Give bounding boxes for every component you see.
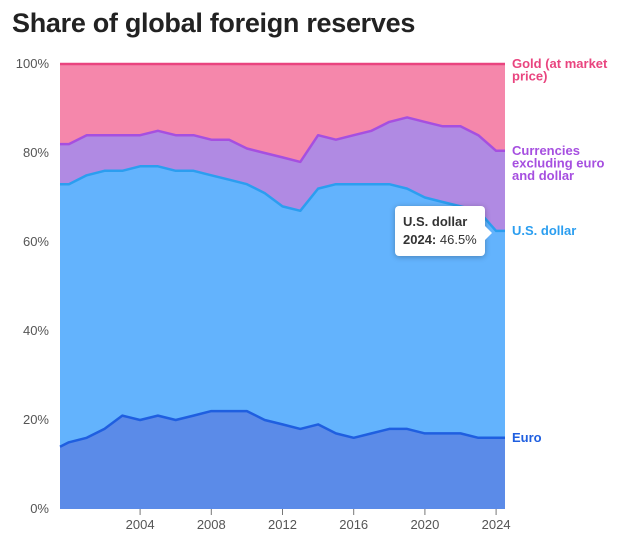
x-tick-label: 2024	[482, 517, 511, 532]
series-lines	[59, 62, 505, 448]
y-tick-label: 100%	[16, 56, 50, 71]
tooltip-series: U.S. dollar	[403, 214, 468, 229]
area-euro	[60, 411, 505, 509]
area-currencies-excluding-euro-and-dollar	[60, 117, 505, 231]
area-layers	[60, 64, 505, 509]
tooltip-value: 46.5%	[439, 232, 477, 247]
y-tick-label: 40%	[23, 323, 49, 338]
y-tick-label: 20%	[23, 412, 49, 427]
line-u-s-dollar	[60, 165, 505, 233]
tooltip-colon: :	[431, 232, 440, 247]
x-tick-label: 2012	[268, 517, 297, 532]
chart-title: Share of global foreign reserves	[12, 8, 416, 38]
tooltip-year: 2024	[403, 232, 432, 247]
x-tick-label: 2008	[197, 517, 226, 532]
area-u-s-dollar	[60, 166, 505, 447]
hover-tooltip: U.S. dollar 2024: 46.5%	[395, 206, 492, 256]
area-gold-at-market-price	[60, 64, 505, 162]
series-label: Gold (at market price)	[512, 56, 608, 84]
series-label: U.S. dollar	[512, 223, 576, 238]
series-label: Euro	[512, 430, 542, 445]
y-tick-label: 0%	[30, 501, 49, 516]
series-label: Currencies excluding euro and dollar	[512, 143, 605, 183]
series-labels: Gold (at market price) Currencies excluding…	[512, 56, 608, 445]
y-tick-label: 60%	[23, 234, 49, 249]
line-euro	[59, 409, 505, 448]
y-tick-label: 80%	[23, 145, 49, 160]
x-tick-label: 2020	[410, 517, 439, 532]
line-currencies-excluding-euro-and-dollar	[60, 116, 505, 164]
x-axis: 2004 2008 2012 2016 2020 2024	[126, 509, 511, 532]
x-tick-label: 2016	[339, 517, 368, 532]
x-tick-label: 2004	[126, 517, 155, 532]
y-axis: 0% 20% 40% 60% 80% 100%	[16, 56, 50, 516]
